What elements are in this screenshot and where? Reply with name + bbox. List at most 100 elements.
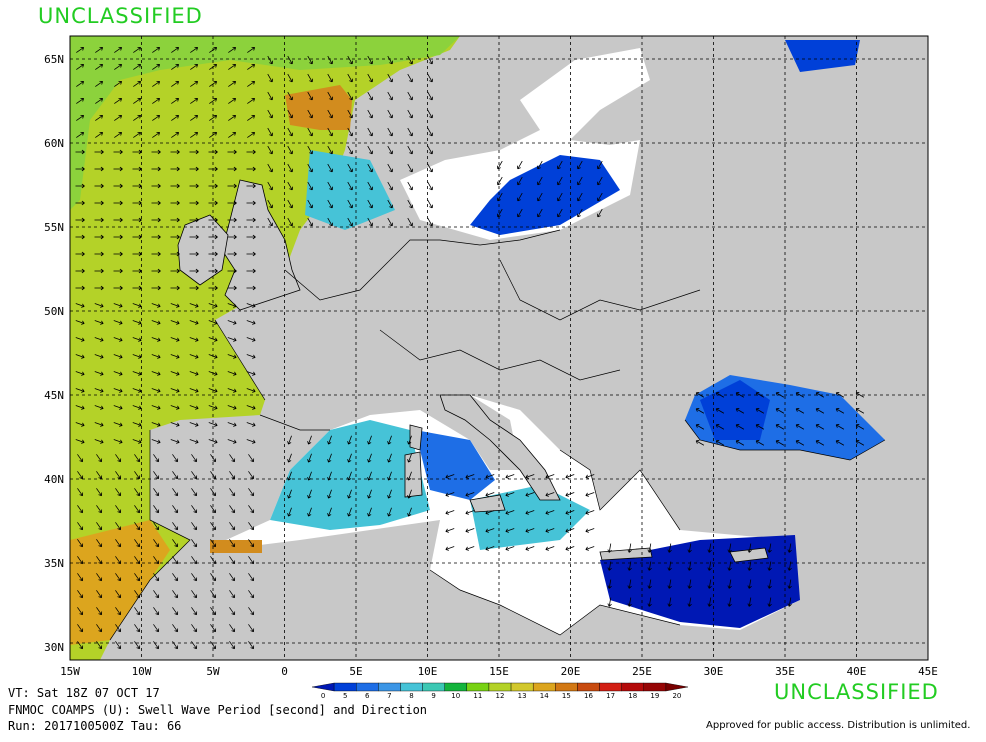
swell-arrow — [227, 405, 237, 410]
swell-arrow — [287, 199, 293, 209]
swell-arrow — [525, 546, 535, 551]
swell-arrow — [767, 579, 772, 589]
colorbar-swatch-15 — [643, 682, 667, 692]
swell-arrow — [115, 556, 122, 565]
colorbar-label-5: 5 — [343, 692, 347, 700]
colorbar-swatch-2 — [356, 682, 379, 692]
swell-arrow — [227, 234, 237, 240]
lon-label-10E: 10E — [418, 665, 438, 678]
swell-arrow — [347, 199, 353, 209]
swell-arrow — [170, 354, 180, 359]
colorbar-swatch-1 — [333, 682, 357, 692]
swell-arrow — [287, 181, 293, 191]
swell-arrow — [347, 471, 352, 481]
swell-arrow — [347, 435, 352, 445]
swell-arrow — [835, 392, 845, 398]
swell-arrow — [134, 573, 141, 582]
swell-arrow — [287, 435, 292, 445]
swell-arrow — [132, 149, 142, 155]
colorbar-label-13: 13 — [518, 692, 527, 700]
colorbar-label-0: 0 — [321, 692, 325, 700]
swell-arrow — [113, 405, 123, 410]
swell-arrow — [75, 234, 85, 240]
swell-arrow — [151, 320, 161, 325]
swell-arrow — [755, 440, 765, 446]
swell-arrow — [307, 471, 312, 481]
swell-arrow — [229, 454, 236, 463]
swell-arrow — [815, 424, 825, 430]
swell-arrow — [577, 160, 583, 170]
swell-arrow — [747, 597, 752, 607]
colorbar-swatch-6 — [444, 682, 468, 692]
italy — [439, 394, 561, 501]
swell-arrow — [327, 507, 332, 517]
swell-arrow — [208, 354, 218, 359]
swell-arrow — [191, 454, 198, 463]
swell-arrow — [246, 422, 256, 427]
swell-arrow — [210, 522, 217, 531]
swell-arrow — [115, 522, 122, 531]
swell-arrow — [94, 183, 104, 189]
swell-arrow — [525, 510, 535, 515]
swell-arrow — [667, 579, 672, 589]
swell-arrow — [229, 488, 236, 497]
coastline — [109, 229, 886, 641]
swell-arrow — [152, 80, 161, 87]
swell-arrow — [151, 200, 161, 206]
swell-arrow — [485, 528, 495, 533]
colorbar-label-19: 19 — [650, 692, 659, 700]
swell-arrow — [208, 234, 218, 240]
swell-arrow — [208, 422, 218, 427]
swell-arrow — [94, 234, 104, 240]
swell-arrow — [170, 183, 180, 189]
colorbar-label-9: 9 — [431, 692, 435, 700]
swell-arrow — [327, 145, 333, 155]
swell-arrow — [387, 471, 392, 481]
swell-arrow — [695, 440, 705, 446]
swell-arrow — [132, 337, 142, 342]
swell-arrow — [153, 624, 160, 633]
swell-arrow — [565, 510, 575, 515]
swell-arrow — [151, 405, 161, 410]
swell-arrow — [190, 80, 199, 87]
swell-arrow — [855, 408, 865, 414]
swell-arrow — [75, 149, 85, 155]
swell-arrow — [132, 200, 142, 206]
colorbar-swatch-0 — [311, 682, 335, 692]
swell-arrow — [113, 422, 123, 427]
swell-arrow — [113, 149, 123, 155]
swell-arrow — [171, 63, 180, 70]
swell-arrow — [151, 439, 161, 444]
swell-arrow — [96, 454, 103, 463]
swell-arrow — [795, 440, 805, 446]
swell-arrow — [153, 454, 160, 463]
swell-arrow — [307, 217, 313, 227]
swell-arrow — [747, 561, 752, 571]
swell-arrow — [96, 505, 103, 514]
swell-arrow — [287, 217, 293, 227]
swell-arrow — [485, 546, 495, 551]
swell-arrow — [465, 510, 475, 515]
lat-label-40N: 40N — [44, 473, 64, 486]
swell-arrow — [153, 488, 160, 497]
swell-arrow — [327, 435, 332, 445]
swell-arrow — [407, 453, 412, 463]
swell-arrow — [347, 91, 353, 101]
swell-arrow — [248, 471, 255, 480]
swell-arrow — [755, 392, 765, 398]
swell-arrow — [387, 489, 392, 499]
swell-arrow — [227, 371, 237, 376]
swell-arrow — [228, 46, 237, 53]
swell-arrow — [113, 200, 123, 206]
swell-arrow — [134, 539, 141, 548]
swell-arrow — [267, 55, 273, 65]
swell-arrow — [387, 145, 393, 155]
swell-arrow — [505, 492, 515, 497]
valid-time-label: VT: Sat 18Z 07 OCT 17 — [8, 686, 160, 700]
swell-arrow — [208, 371, 218, 376]
swell-arrow — [407, 91, 413, 101]
swell-arrow — [267, 145, 273, 155]
swell-arrow — [171, 97, 180, 104]
lat-label-35N: 35N — [44, 557, 64, 570]
swell-arrow — [347, 453, 352, 463]
